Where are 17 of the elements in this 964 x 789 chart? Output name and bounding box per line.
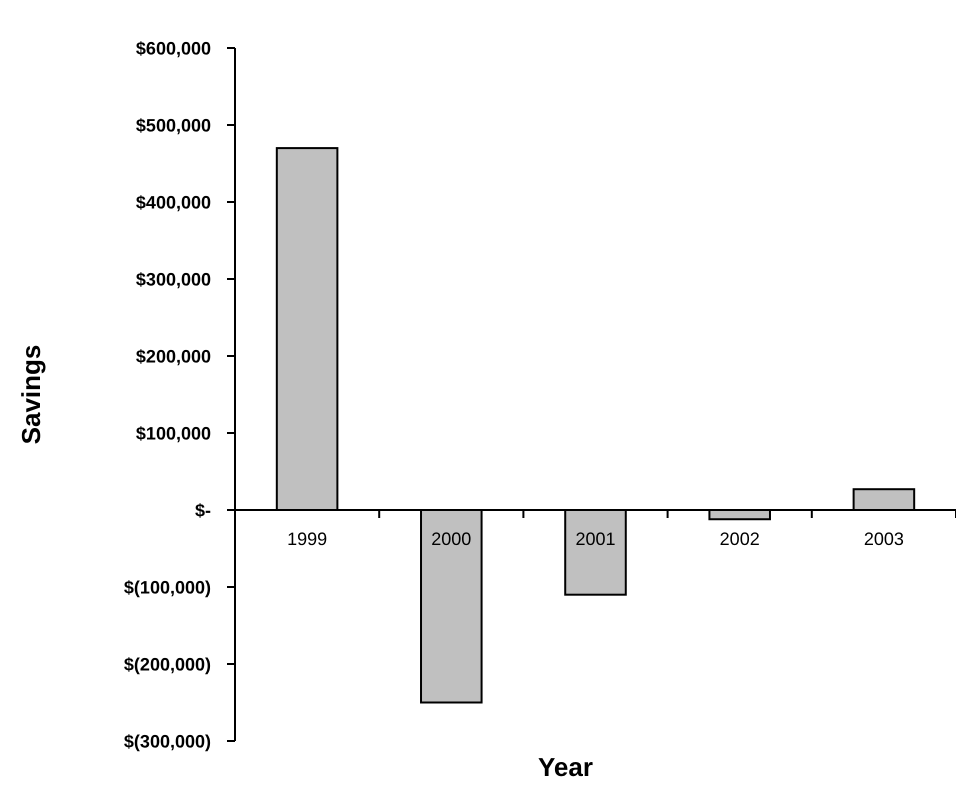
y-tick-label: $(200,000) (124, 654, 211, 674)
y-tick-label: $100,000 (136, 423, 211, 444)
y-tick-label: $200,000 (136, 346, 211, 366)
y-tick-label: $400,000 (136, 192, 211, 212)
x-tick-label: 2003 (864, 529, 904, 549)
x-tick-label: 2002 (720, 529, 760, 549)
y-tick-label: $300,000 (136, 269, 211, 290)
x-tick-label: 1999 (287, 529, 328, 549)
x-tick-label: 2001 (575, 529, 616, 549)
x-tick-label: 2000 (431, 529, 472, 549)
y-tick-label: $(100,000) (124, 577, 211, 598)
y-tick-label: $(300,000) (124, 731, 211, 752)
y-tick-label: $500,000 (136, 115, 211, 136)
y-tick-label: $600,000 (136, 38, 211, 58)
y-tick-label: $- (194, 500, 211, 520)
y-axis-title: Savings (16, 344, 46, 444)
x-axis-title: Year (538, 752, 593, 782)
